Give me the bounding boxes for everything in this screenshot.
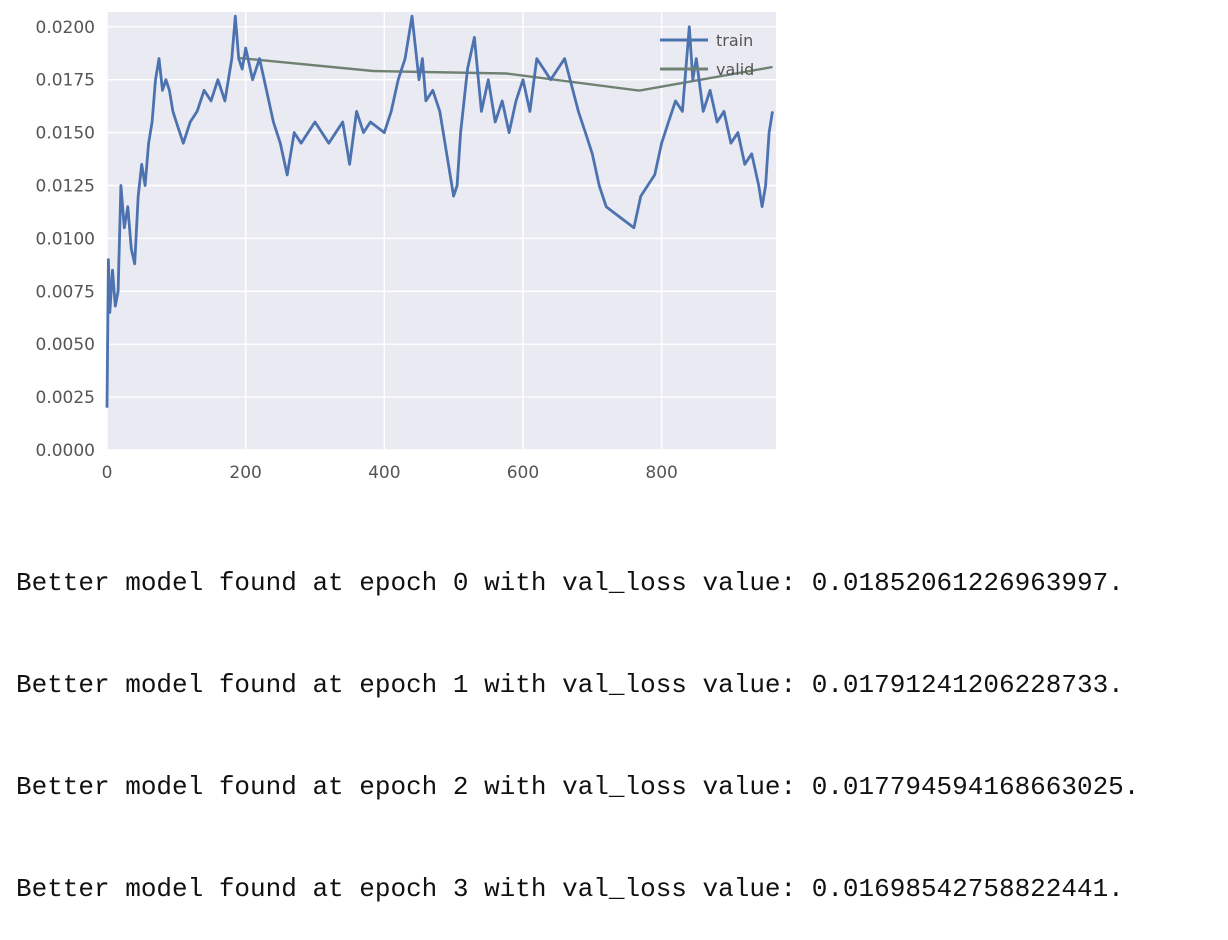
y-tick-label: 0.0150 bbox=[36, 124, 95, 144]
loss-chart: 0.0000 0.0025 0.0050 0.0075 0.0100 0.0125 0.01… bbox=[36, 12, 776, 483]
log-line: Better model found at epoch 2 with val_l… bbox=[16, 772, 1140, 802]
legend: train valid bbox=[660, 31, 754, 79]
y-tick-label: 0.0125 bbox=[36, 177, 95, 197]
legend-label-valid: valid bbox=[716, 60, 754, 79]
training-log: Better model found at epoch 0 with val_l… bbox=[16, 498, 1139, 940]
x-tick-label: 600 bbox=[507, 463, 539, 483]
x-tick-label: 0 bbox=[102, 463, 113, 483]
y-tick-label: 0.0075 bbox=[36, 282, 95, 302]
y-axis-ticks: 0.0000 0.0025 0.0050 0.0075 0.0100 0.0125 0.01… bbox=[36, 18, 95, 461]
x-axis-ticks: 0 200 400 600 800 bbox=[102, 463, 678, 483]
y-tick-label: 0.0025 bbox=[36, 388, 95, 408]
x-tick-label: 400 bbox=[368, 463, 400, 483]
log-line: Better model found at epoch 0 with val_l… bbox=[16, 568, 1124, 598]
plot-area bbox=[107, 12, 776, 450]
y-tick-label: 0.0100 bbox=[36, 229, 95, 249]
log-line: Better model found at epoch 3 with val_l… bbox=[16, 874, 1124, 904]
y-tick-label: 0.0175 bbox=[36, 71, 95, 91]
x-tick-label: 200 bbox=[229, 463, 261, 483]
y-tick-label: 0.0000 bbox=[36, 441, 95, 461]
y-tick-label: 0.0200 bbox=[36, 18, 95, 38]
legend-label-train: train bbox=[716, 31, 753, 50]
x-tick-label: 800 bbox=[645, 463, 677, 483]
log-line: Better model found at epoch 1 with val_l… bbox=[16, 670, 1124, 700]
y-tick-label: 0.0050 bbox=[36, 335, 95, 355]
grid-lines bbox=[106, 12, 776, 451]
series-line-train bbox=[105, 14, 774, 408]
series-lines bbox=[105, 14, 774, 408]
